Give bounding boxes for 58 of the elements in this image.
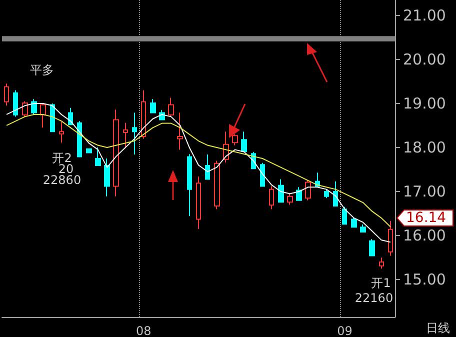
- candlestick: [104, 158, 110, 197]
- annotation: 20: [58, 162, 74, 176]
- y-tick-label: 18.00: [403, 138, 446, 156]
- candlestick: [360, 224, 366, 233]
- x-tick-label: 08: [136, 324, 152, 337]
- candlestick: [40, 102, 46, 128]
- candlestick: [205, 154, 210, 180]
- candlestick: [77, 120, 82, 158]
- candlestick: [260, 162, 265, 187]
- candlestick: [196, 176, 201, 230]
- candlestick: [132, 112, 137, 156]
- candlestick: [324, 188, 329, 199]
- candlestick: [150, 98, 156, 114]
- candlestick: [351, 217, 357, 228]
- candlestick: [223, 131, 229, 163]
- candlestick: [241, 131, 247, 152]
- y-tick-label: 19.00: [403, 94, 446, 112]
- candlestick: [287, 193, 293, 206]
- candlestick: [22, 100, 28, 118]
- candlestick: [278, 178, 284, 203]
- annotation: 22860: [42, 173, 82, 187]
- candlestick: [333, 180, 338, 207]
- candlestick: [269, 186, 274, 210]
- candlestick: [388, 220, 393, 256]
- y-tick-label: 21.00: [403, 6, 446, 24]
- text: 日线: [426, 321, 450, 335]
- candlestick: [13, 90, 18, 118]
- candlestick: [59, 121, 64, 144]
- candlestick: [379, 257, 384, 270]
- candlestick: [214, 160, 220, 210]
- candlestick: [296, 186, 302, 201]
- x-tick-label: 09: [337, 324, 352, 337]
- line-series: [6, 102, 391, 243]
- candlestick: [113, 109, 119, 197]
- y-tick-label: 16.00: [403, 226, 446, 245]
- candlestick: [4, 83, 9, 106]
- candlestick: [369, 238, 375, 256]
- annotation: 开2: [52, 151, 72, 165]
- candlestick: [305, 180, 311, 201]
- candlestick: [232, 134, 238, 146]
- candlestick: [31, 98, 37, 115]
- y-tick-label: 15.00: [403, 270, 446, 289]
- candlestick: [50, 102, 55, 132]
- candlestick: [187, 154, 192, 217]
- text: 16.14: [406, 210, 446, 226]
- candlestick: [123, 122, 128, 148]
- annotation: 开1: [371, 276, 391, 290]
- candlestick: [342, 206, 347, 225]
- candlestick: [177, 112, 183, 150]
- y-tick-label: 17.00: [403, 182, 446, 201]
- line-series: [6, 114, 391, 228]
- candlestick: [95, 146, 101, 166]
- annotation: 平多: [30, 63, 54, 77]
- candlestick: [141, 90, 146, 140]
- candlestick: [168, 97, 174, 118]
- annotation: 22160: [354, 291, 394, 305]
- candlestick: [86, 148, 92, 154]
- y-tick-label: 20.00: [403, 50, 446, 68]
